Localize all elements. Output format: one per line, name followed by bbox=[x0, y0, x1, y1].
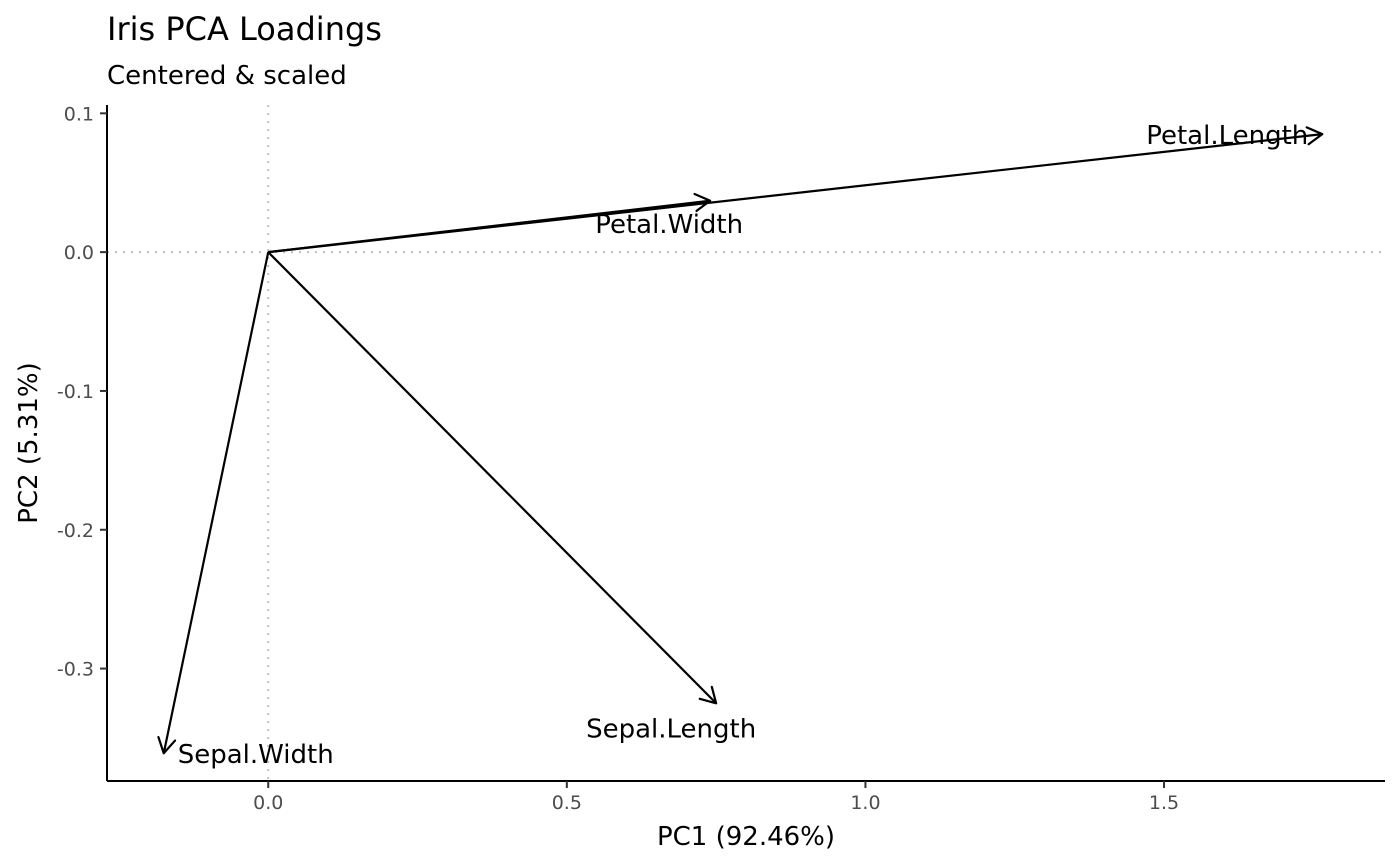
y-tick-label: -0.3 bbox=[57, 659, 94, 681]
x-axis-ticks: 0.0 0.5 1.0 1.5 bbox=[253, 781, 1179, 814]
x-tick-label: 1.0 bbox=[850, 792, 880, 814]
y-tick-label: -0.1 bbox=[57, 381, 94, 403]
loading-label-sepal-width: Sepal.Width bbox=[178, 740, 334, 770]
y-axis-title: PC2 (5.31%) bbox=[14, 362, 44, 524]
loading-labels: Sepal.Length Sepal.Width Petal.Length Petal… bbox=[178, 121, 1309, 770]
loading-arrow-sepal-width bbox=[162, 251, 270, 754]
arrowhead-petal-width bbox=[693, 192, 712, 213]
loading-label-petal-width: Petal.Width bbox=[595, 210, 743, 240]
loading-arrows bbox=[157, 126, 1324, 755]
x-tick-label: 0.5 bbox=[552, 792, 582, 814]
loading-label-sepal-length: Sepal.Length bbox=[586, 714, 756, 744]
x-tick-label: 0.0 bbox=[253, 792, 283, 814]
reference-lines bbox=[107, 105, 1385, 781]
loading-arrow-sepal-length bbox=[267, 251, 717, 705]
y-tick-label: 0.1 bbox=[64, 103, 94, 125]
loading-label-petal-length: Petal.Length bbox=[1146, 121, 1308, 151]
loading-arrow-petal-width bbox=[268, 199, 711, 254]
chart-title: Iris PCA Loadings bbox=[107, 10, 382, 48]
arrowhead-sepal-width bbox=[157, 735, 177, 755]
y-axis-ticks: -0.3 -0.2 -0.1 0.0 0.1 bbox=[57, 103, 107, 681]
y-tick-label: 0.0 bbox=[64, 242, 94, 264]
chart-subtitle: Centered & scaled bbox=[107, 61, 347, 91]
x-tick-label: 1.5 bbox=[1149, 792, 1179, 814]
arrowhead-petal-length bbox=[1305, 126, 1324, 146]
arrowhead-sepal-length bbox=[698, 685, 718, 705]
y-tick-label: -0.2 bbox=[57, 520, 94, 542]
x-axis-title: PC1 (92.46%) bbox=[657, 822, 835, 852]
